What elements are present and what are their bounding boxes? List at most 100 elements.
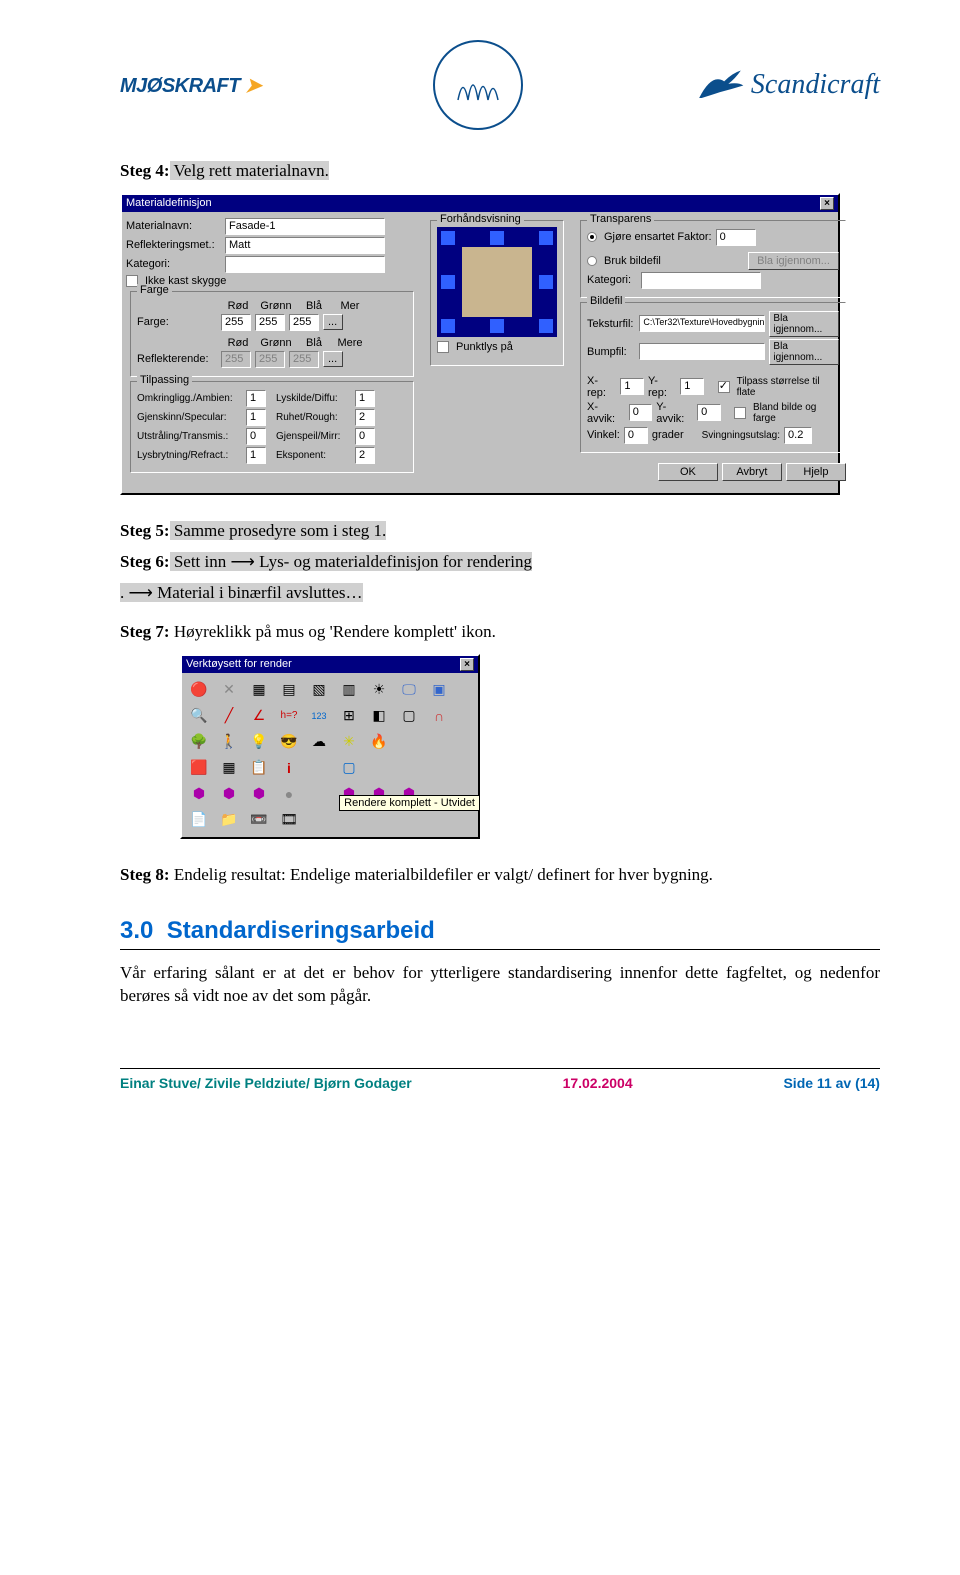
tilp-rows: Omkringligg./Ambien:1Lyskilde/Diffu:1Gje… — [137, 390, 407, 464]
step5: Steg 5: Samme prosedyre som i steg 1. — [120, 520, 880, 543]
bulb-icon[interactable]: 💡 — [248, 731, 270, 753]
footer: Einar Stuve/ Zivile Peldziute/ Bjørn God… — [120, 1075, 880, 1091]
cube3-icon[interactable]: ⬢ — [248, 783, 270, 805]
bland-checkbox[interactable] — [734, 407, 746, 419]
stack-icon[interactable]: ▥ — [338, 679, 360, 701]
walk-icon[interactable]: 🚶 — [218, 731, 240, 753]
section-heading: 3.0 Standardiseringsarbeid — [120, 917, 880, 945]
face-icon[interactable]: 😎 — [278, 731, 300, 753]
gjor-input[interactable]: 0 — [716, 229, 756, 246]
kategori-select[interactable] — [225, 256, 385, 273]
brukbild-radio[interactable] — [587, 256, 597, 266]
cross-icon[interactable]: ✕ — [218, 679, 240, 701]
header-logos: MJØSKRAFT ➤ Scandicraft — [120, 40, 880, 130]
toolbar-titlebar: Verktøysett for render × — [182, 656, 478, 673]
cloud-icon[interactable]: ☁ — [308, 731, 330, 753]
step8: Steg 8: Endelig resultat: Endelige mater… — [120, 864, 880, 887]
yrep-input[interactable]: 1 — [680, 378, 704, 395]
sun-icon[interactable]: ☀ — [368, 679, 390, 701]
refl-select[interactable]: Matt — [225, 237, 385, 254]
bla-button-bump[interactable]: Bla igjennom... — [769, 339, 839, 365]
cube1-icon[interactable]: ⬢ — [188, 783, 210, 805]
step7: Steg 7: Høyreklikk på mus og 'Rendere ko… — [120, 621, 880, 644]
bumpfil-input[interactable] — [639, 343, 765, 360]
dialog-title: Materialdefinisjon — [126, 197, 212, 209]
spark-icon[interactable]: ✳ — [338, 731, 360, 753]
tilpass-checkbox[interactable]: ✓ — [718, 381, 730, 393]
grid-icon[interactable]: ▦ — [248, 679, 270, 701]
panel-icon[interactable]: ▧ — [308, 679, 330, 701]
footer-date: 17.02.2004 — [563, 1075, 633, 1091]
box-icon[interactable]: ▢ — [398, 705, 420, 727]
doc-icon[interactable]: 📄 — [188, 809, 210, 831]
materialnavn-input[interactable]: Fasade-1 — [225, 218, 385, 235]
palette-icon[interactable]: ▦ — [218, 757, 240, 779]
ratio-icon[interactable]: ◧ — [368, 705, 390, 727]
transparens-group: Transparens Gjøre ensartet Faktor: 0 Bru… — [580, 220, 846, 298]
xavvik-input[interactable]: 0 — [629, 404, 652, 421]
svingning-input[interactable]: 0.2 — [784, 427, 812, 444]
angle-icon[interactable]: ∠ — [248, 705, 270, 727]
flame-icon[interactable]: 🔥 — [368, 731, 390, 753]
toolbar-grid: 🔴 ✕ ▦ ▤ ▧ ▥ ☀ 🖵 ▣ 🔍 ╱ ∠ h=? 123 ⊞ ◧ ▢ ∩ … — [182, 673, 478, 837]
close-icon[interactable]: × — [460, 658, 474, 671]
reflekt-b: 255 — [289, 351, 319, 368]
gjor-radio[interactable] — [587, 232, 597, 242]
punktlys-checkbox[interactable] — [437, 341, 449, 353]
zoom-icon[interactable]: 🔍 — [188, 705, 210, 727]
film-icon[interactable]: 🎞 — [278, 809, 300, 831]
clipboard-icon[interactable]: 📋 — [248, 757, 270, 779]
step6-1: Steg 6: Sett inn ⟶ Lys- og materialdefin… — [120, 551, 880, 574]
farge-r[interactable]: 255 — [221, 314, 251, 331]
section-para: Vår erfaring sålant er at det er behov f… — [120, 962, 880, 1008]
ok-button[interactable]: OK — [658, 463, 718, 481]
square-icon[interactable]: ▢ — [338, 757, 360, 779]
avbryt-button[interactable]: Avbryt — [722, 463, 782, 481]
tree-icon[interactable]: 🌳 — [188, 731, 210, 753]
footer-authors: Einar Stuve/ Zivile Peldziute/ Bjørn God… — [120, 1075, 412, 1091]
kategori-label: Kategori: — [126, 258, 221, 270]
xrep-input[interactable]: 1 — [620, 378, 644, 395]
close-icon[interactable]: × — [820, 197, 834, 210]
cube2-icon[interactable]: ⬢ — [218, 783, 240, 805]
farge-g[interactable]: 255 — [255, 314, 285, 331]
reflekt-more-button: ... — [323, 351, 343, 367]
step6-2: . ⟶ Material i binærfil avsluttes… — [120, 582, 880, 605]
farge-group: Farge Rød Grønn Blå Mer Farge: 255 255 2… — [130, 291, 414, 377]
layers-icon[interactable]: ▤ — [278, 679, 300, 701]
line-icon[interactable]: ╱ — [218, 705, 240, 727]
tape-icon[interactable]: 📼 — [248, 809, 270, 831]
preview-group: Forhåndsvisning Punktlys — [430, 220, 564, 366]
info-icon[interactable]: i — [278, 757, 300, 779]
vinkel-input[interactable]: 0 — [624, 427, 648, 444]
materialnavn-label: Materialnavn: — [126, 220, 221, 232]
window-icon[interactable]: ▣ — [428, 679, 450, 701]
bla-button-1: Bla igjennom... — [748, 252, 839, 270]
dialog-titlebar: Materialdefinisjon × — [122, 195, 838, 212]
monitor-icon[interactable]: 🖵 — [398, 679, 420, 701]
headphones-icon[interactable]: ∩ — [428, 705, 450, 727]
yavvik-input[interactable]: 0 — [697, 404, 720, 421]
record-icon[interactable]: 🔴 — [188, 679, 210, 701]
farge-b[interactable]: 255 — [289, 314, 319, 331]
rubik-icon[interactable]: 🟥 — [188, 757, 210, 779]
tooltip: Rendere komplett - Utvidet — [339, 795, 480, 811]
height-icon[interactable]: h=? — [278, 705, 300, 727]
number-icon[interactable]: 123 — [308, 705, 330, 727]
reflekt-g: 255 — [255, 351, 285, 368]
preview-image — [437, 227, 557, 337]
farge-more-button[interactable]: ... — [323, 314, 343, 330]
step4: Steg 4: Velg rett materialnavn. — [120, 160, 880, 183]
folder-icon[interactable]: 📁 — [218, 809, 240, 831]
teksturfil-input[interactable]: C:\Ter32\Texture\Hovedbygning\C — [639, 315, 765, 332]
kategori2-select[interactable] — [641, 272, 761, 289]
sphere-icon[interactable]: ● — [278, 783, 300, 805]
grid2-icon[interactable]: ⊞ — [338, 705, 360, 727]
tilpassing-group: Tilpassing Omkringligg./Ambien:1Lyskilde… — [130, 381, 414, 473]
render-toolbar-dialog: Verktøysett for render × 🔴 ✕ ▦ ▤ ▧ ▥ ☀ 🖵… — [180, 654, 480, 839]
footer-rule — [120, 1068, 880, 1069]
bla-button-tekstur[interactable]: Bla igjennom... — [769, 311, 839, 337]
hjelp-button[interactable]: Hjelp — [786, 463, 846, 481]
farge-label: Farge: — [137, 316, 217, 328]
reflekt-r: 255 — [221, 351, 251, 368]
